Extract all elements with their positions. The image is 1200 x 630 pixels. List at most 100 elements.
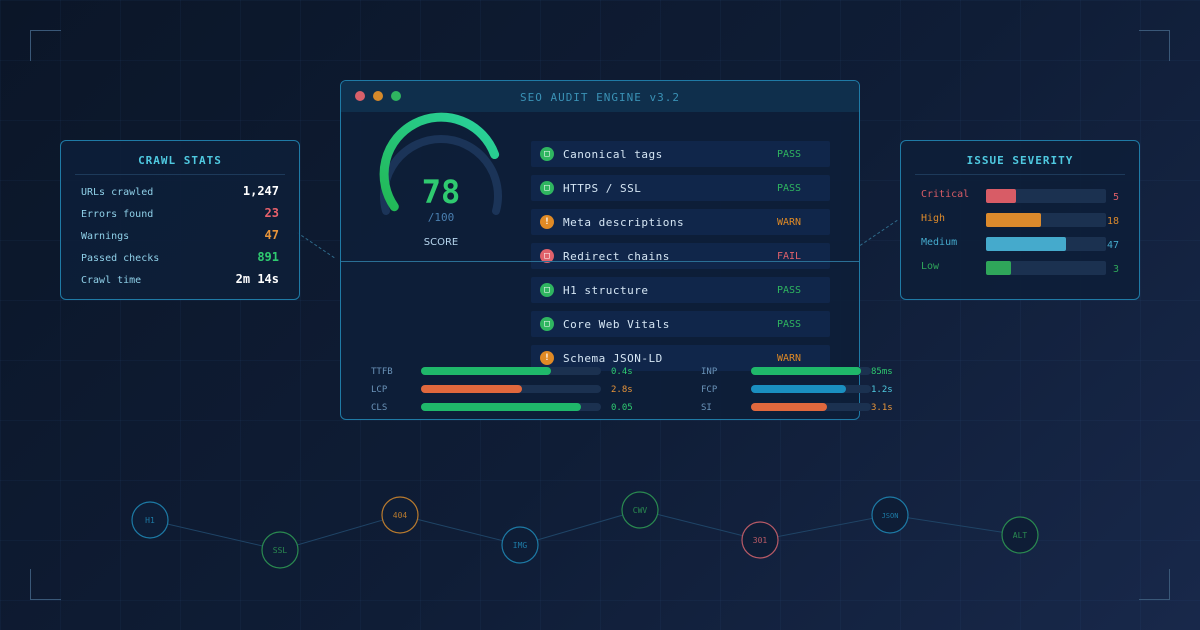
close-window-button[interactable] <box>355 91 365 101</box>
check-name: Redirect chains <box>563 250 670 263</box>
metric-bar-track <box>751 367 871 375</box>
severity-bar-fill <box>986 189 1016 203</box>
check-name: Schema JSON-LD <box>563 352 663 365</box>
gauge-fill <box>379 112 500 212</box>
window-title: SEO AUDIT ENGINE v3.2 <box>519 91 681 104</box>
metric-value: 2.8s <box>611 385 633 395</box>
check-status: PASS <box>777 319 802 330</box>
check-name: Meta descriptions <box>563 216 685 229</box>
metric-cls: CLS 0.05 <box>371 401 641 415</box>
metric-bar-fill <box>751 385 846 393</box>
severity-bar-track <box>986 189 1106 203</box>
corner-bracket <box>30 30 61 61</box>
stat-row: URLs crawled 1,247 <box>81 183 279 203</box>
window-titlebar: SEO AUDIT ENGINE v3.2 <box>341 81 859 112</box>
severity-row-low: Low 3 <box>921 259 1119 279</box>
check-row-https-ssl[interactable]: □ HTTPS / SSL PASS <box>531 175 830 201</box>
score-gauge <box>379 112 502 215</box>
severity-bar-fill <box>986 261 1012 275</box>
severity-bar-track <box>986 261 1106 275</box>
check-row-schema-json-ld[interactable]: ! Schema JSON-LD WARN <box>531 345 830 371</box>
stat-row: Warnings 47 <box>81 227 279 247</box>
severity-bar-fill <box>986 213 1042 227</box>
severity-count: 3 <box>1112 264 1119 275</box>
topic-node: ALT <box>1001 516 1039 554</box>
warning-icon: ! <box>540 351 554 365</box>
node-link <box>279 514 401 551</box>
metric-bar-track <box>421 367 601 375</box>
metric-value: 85ms <box>871 367 893 377</box>
node-circle <box>261 531 299 569</box>
node-label: CWV <box>633 506 648 515</box>
node-circle <box>131 501 169 539</box>
check-status: PASS <box>777 285 802 296</box>
node-link <box>149 519 281 551</box>
severity-count: 47 <box>1106 240 1119 251</box>
check-row-meta-descriptions[interactable]: ! Meta descriptions WARN <box>531 209 830 235</box>
stat-value: 1,247 <box>242 184 279 198</box>
metric-si: SI 3.1s <box>701 401 893 415</box>
node-label: JSON <box>882 512 899 520</box>
metric-label: LCP <box>371 385 388 395</box>
score-label: SCORE <box>423 237 459 248</box>
panel-divider <box>341 261 859 262</box>
node-label: ALT <box>1013 531 1028 540</box>
stat-row: Passed checks 891 <box>81 249 279 269</box>
node-label: H1 <box>145 516 155 525</box>
fail-icon: □ <box>540 249 554 263</box>
check-icon: □ <box>540 147 554 161</box>
corner-bracket <box>30 569 61 600</box>
stat-value: 47 <box>264 228 279 242</box>
check-row-redirect-chains[interactable]: □ Redirect chains FAIL <box>531 243 830 269</box>
node-label: 404 <box>393 511 408 520</box>
stat-row: Errors found 23 <box>81 205 279 225</box>
check-status: PASS <box>777 183 802 194</box>
minimize-window-button[interactable] <box>373 91 383 101</box>
check-status: WARN <box>777 353 802 364</box>
stat-value: 891 <box>257 250 279 264</box>
issue-severity-title: ISSUE SEVERITY <box>915 141 1125 175</box>
crawl-stats-title: CRAWL STATS <box>75 141 285 175</box>
score-max: /100 <box>427 211 455 224</box>
node-link <box>639 509 761 541</box>
metric-bar-fill <box>421 403 582 411</box>
severity-bar-fill <box>986 237 1067 251</box>
stat-label: URLs crawled <box>81 187 154 198</box>
check-icon: □ <box>540 283 554 297</box>
node-circle <box>621 491 659 529</box>
severity-row-medium: Medium 47 <box>921 235 1119 255</box>
topic-node: IMG <box>501 526 539 564</box>
check-row-canonical-tags[interactable]: □ Canonical tags PASS <box>531 141 830 167</box>
stat-label: Errors found <box>81 209 154 220</box>
check-name: Canonical tags <box>563 148 663 161</box>
check-row-h1-structure[interactable]: □ H1 structure PASS <box>531 277 830 303</box>
metric-bar-track <box>751 403 871 411</box>
metric-label: TTFB <box>371 367 393 377</box>
crawl-stats-panel: CRAWL STATS URLs crawled 1,247 Errors fo… <box>60 140 300 300</box>
node-circle <box>501 526 539 564</box>
metric-label: INP <box>701 367 718 377</box>
audit-window: SEO AUDIT ENGINE v3.2 78 /100 SCORE □ Ca… <box>340 80 893 420</box>
maximize-window-button[interactable] <box>391 91 401 101</box>
corner-bracket <box>1139 30 1170 61</box>
warning-icon: ! <box>540 215 554 229</box>
metric-value: 0.05 <box>611 403 633 413</box>
metric-label: SI <box>701 403 712 413</box>
severity-row-critical: Critical 5 <box>921 187 1119 207</box>
topic-node: SSL <box>261 531 299 569</box>
stat-label: Crawl time <box>81 275 142 286</box>
check-icon: □ <box>540 317 554 331</box>
metric-value: 1.2s <box>871 385 893 395</box>
severity-row-high: High 18 <box>921 211 1119 231</box>
node-circle <box>1001 516 1039 554</box>
check-row-core-web-vitals[interactable]: □ Core Web Vitals PASS <box>531 311 830 337</box>
metric-inp: INP 85ms <box>701 365 893 379</box>
severity-bar-track <box>986 237 1106 251</box>
metric-value: 0.4s <box>611 367 633 377</box>
node-link <box>889 514 1021 536</box>
node-link <box>519 509 641 546</box>
check-status: FAIL <box>777 251 802 262</box>
topic-node: 404 <box>381 496 419 534</box>
metric-bar-fill <box>421 385 522 393</box>
